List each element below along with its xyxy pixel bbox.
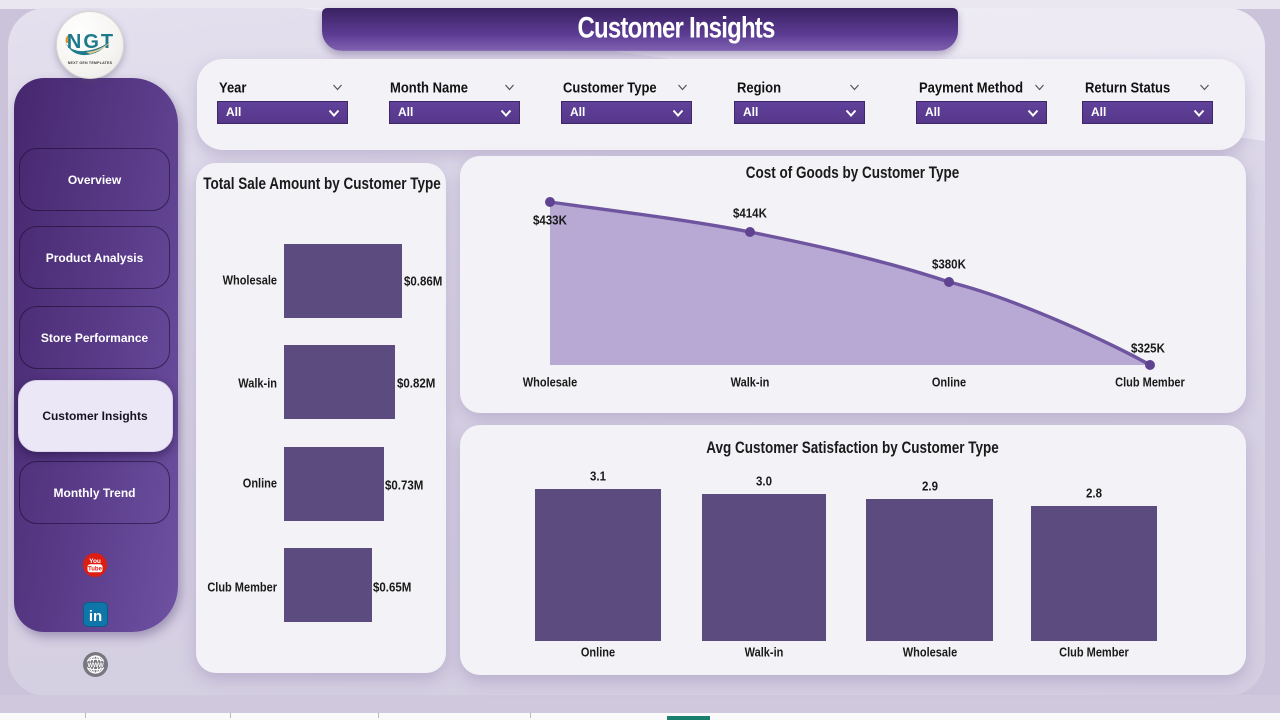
svg-text:NGT: NGT	[67, 31, 115, 53]
svg-text:Tube: Tube	[88, 567, 103, 573]
svg-text:NEXT GEN TEMPLATES: NEXT GEN TEMPLATES	[68, 61, 113, 65]
svg-text:You: You	[89, 558, 101, 565]
svg-text:WWW: WWW	[87, 663, 104, 669]
svg-text:in: in	[89, 608, 102, 625]
